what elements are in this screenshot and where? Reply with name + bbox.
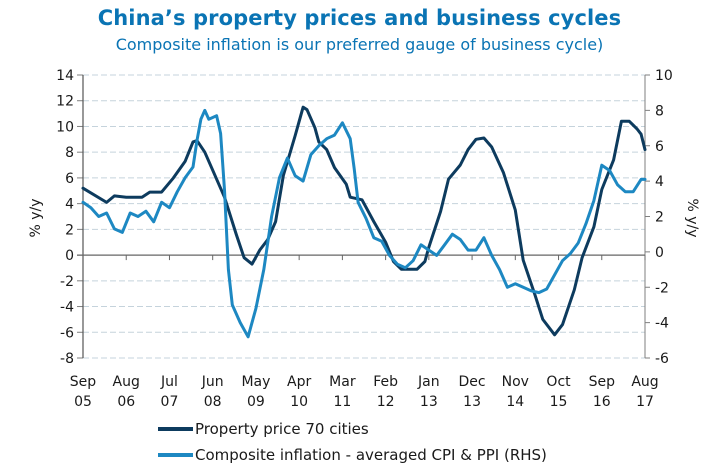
y-tick-label-right: 10 (655, 68, 673, 84)
x-tick-label-year: 12 (377, 394, 395, 410)
y-tick-label-right: -6 (655, 351, 669, 367)
x-tick-label-year: 09 (247, 394, 265, 410)
x-tick-label-month: Nov (502, 374, 529, 390)
axes: 14 12 10 8 6 4 2 0 -2 -4 -6 -8 10 8 6 4 2 0 -2 -4 -6 Sep 05 Aug… (56, 68, 673, 410)
x-tick-label-year: 16 (593, 394, 611, 410)
y-tick-label-right: 4 (655, 174, 664, 190)
y-tick-label-right: 0 (655, 245, 664, 261)
x-tick-label-month: Sep (70, 374, 97, 390)
x-tick-label-year: 13 (463, 394, 481, 410)
x-tick-label-month: Apr (287, 374, 311, 390)
y-tick-label-left: 8 (65, 145, 74, 161)
y-tick-label-left: -6 (60, 325, 74, 341)
x-tick-label-month: Jan (417, 374, 440, 390)
legend-label-property: Property price 70 cities (195, 420, 369, 438)
y-tick-label-left: 2 (65, 222, 74, 238)
y-tick-label-right: 2 (655, 210, 664, 226)
x-tick-label-year: 05 (74, 394, 92, 410)
y-tick-label-right: -4 (655, 316, 669, 332)
legend: Property price 70 cities Composite infla… (158, 420, 547, 464)
y-tick-label-right: 6 (655, 139, 664, 155)
x-tick-label-month: Feb (373, 374, 398, 390)
series-line-composite-inflation (81, 108, 647, 339)
chart-subtitle: Composite inflation is our preferred gau… (115, 35, 604, 54)
y-axis-title-right: % y/y (684, 198, 700, 237)
y-tick-label-left: 4 (65, 197, 74, 213)
x-tick-label-month: Oct (546, 374, 571, 390)
x-tick-label-month: Aug (113, 374, 140, 390)
x-tick-label-month: Mar (329, 374, 356, 390)
x-tick-label-year: 11 (333, 394, 351, 410)
series-line-property-price (81, 105, 647, 337)
chart-title: China’s property prices and business cyc… (97, 6, 622, 30)
x-tick-label-year: 17 (636, 394, 654, 410)
x-tick-label-month: May (241, 374, 270, 390)
x-tick-label-year: 07 (161, 394, 179, 410)
y-tick-label-left: 12 (56, 94, 74, 110)
y-tick-label-right: 8 (655, 103, 664, 119)
y-tick-label-left: 10 (56, 119, 74, 135)
x-tick-label-year: 14 (506, 394, 524, 410)
legend-label-inflation: Composite inflation - averaged CPI & PPI… (195, 446, 547, 464)
x-tick-label-month: Dec (459, 374, 486, 390)
x-tick-label-month: Jul (160, 374, 178, 390)
series-lines (81, 105, 647, 339)
y-tick-label-left: 14 (56, 68, 74, 84)
x-tick-label-month: Jun (201, 374, 224, 390)
y-tick-label-left: -8 (60, 351, 74, 367)
x-tick-label-month: Sep (589, 374, 616, 390)
x-tick-label-year: 06 (117, 394, 135, 410)
x-tick-label-year: 10 (290, 394, 308, 410)
x-tick-label-month: Aug (631, 374, 658, 390)
y-tick-label-right: -2 (655, 280, 669, 296)
x-tick-label-year: 08 (204, 394, 222, 410)
y-tick-label-left: -2 (60, 274, 74, 290)
y-tick-label-left: 0 (65, 248, 74, 264)
x-tick-label-year: 15 (550, 394, 568, 410)
y-tick-label-left: -4 (60, 300, 74, 316)
x-tick-label-year: 13 (420, 394, 438, 410)
y-axis-title-left: % y/y (28, 198, 44, 237)
y-tick-label-left: 6 (65, 171, 74, 187)
